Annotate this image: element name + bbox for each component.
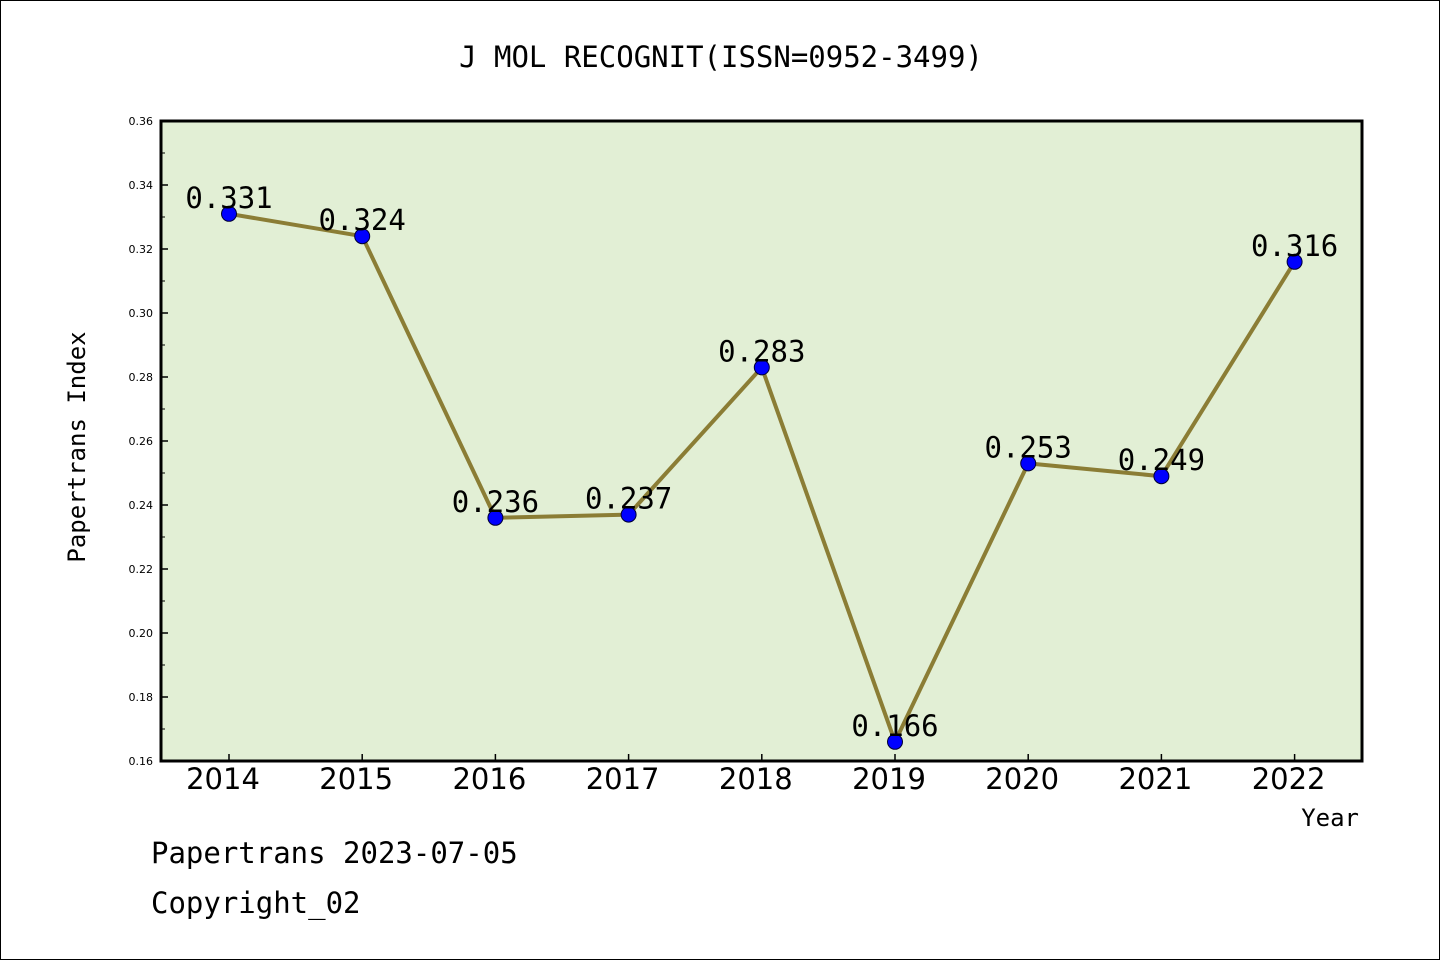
y-tick-label: 0.18 (129, 691, 154, 704)
plot-area (159, 119, 1364, 763)
data-point (887, 733, 903, 750)
y-tick-label: 0.30 (129, 307, 154, 320)
data-point (620, 506, 637, 523)
x-axis-ticks: 2014 2015 2016 2017 2018 2019 2020 2021 2022 (186, 754, 1326, 796)
data-label: 0.283 (718, 334, 805, 368)
y-tick-label: 0.32 (129, 243, 154, 256)
data-point (1286, 253, 1303, 270)
data-label: 0.316 (1251, 229, 1338, 263)
x-tick-label: 2016 (452, 762, 526, 796)
data-label: 0.249 (1118, 443, 1205, 477)
x-tick-label: 2020 (985, 762, 1059, 796)
footer-copyright: Copyright_02 (151, 886, 361, 920)
y-tick-label: 0.16 (129, 755, 154, 768)
data-point (487, 509, 504, 526)
y-axis-label: Papertrans Index (63, 331, 91, 562)
data-point (1153, 468, 1170, 485)
data-point (753, 359, 770, 376)
x-tick-label: 2019 (852, 762, 926, 796)
data-point (221, 205, 237, 222)
data-label: 0.237 (585, 482, 672, 516)
x-tick-label: 2017 (586, 762, 660, 796)
footer-date-line: Papertrans 2023-07-05 (151, 836, 518, 870)
data-point (354, 228, 371, 245)
data-labels: 0.331 0.324 0.236 0.237 0.283 0.166 0.253 0.249… (185, 181, 1338, 743)
x-tick-label: 2022 (1252, 762, 1326, 796)
y-tick-label: 0.20 (129, 627, 154, 640)
data-label: 0.324 (319, 203, 406, 237)
y-tick-label: 0.28 (129, 371, 154, 384)
y-tick-label: 0.36 (129, 115, 154, 128)
y-tick-label: 0.34 (129, 179, 154, 192)
data-label: 0.166 (851, 709, 938, 743)
data-label: 0.253 (985, 430, 1072, 464)
data-markers (221, 205, 1303, 750)
y-axis-ticks: 0.16 0.18 0.20 0.22 0.24 0.26 0.28 0.30 0.32 0.34… (129, 115, 168, 768)
data-label: 0.236 (452, 485, 539, 519)
data-point (1020, 455, 1037, 472)
x-tick-label: 2021 (1118, 762, 1192, 796)
y-tick-label: 0.22 (129, 563, 154, 576)
x-axis-label: Year (1301, 804, 1359, 832)
x-tick-label: 2018 (719, 762, 793, 796)
y-tick-label: 0.24 (129, 499, 154, 512)
x-tick-label: 2014 (186, 762, 260, 796)
x-tick-label: 2015 (319, 762, 393, 796)
chart-title: J MOL RECOGNIT(ISSN=0952-3499) (459, 40, 983, 74)
data-label: 0.331 (185, 181, 272, 215)
y-tick-label: 0.26 (129, 435, 154, 448)
